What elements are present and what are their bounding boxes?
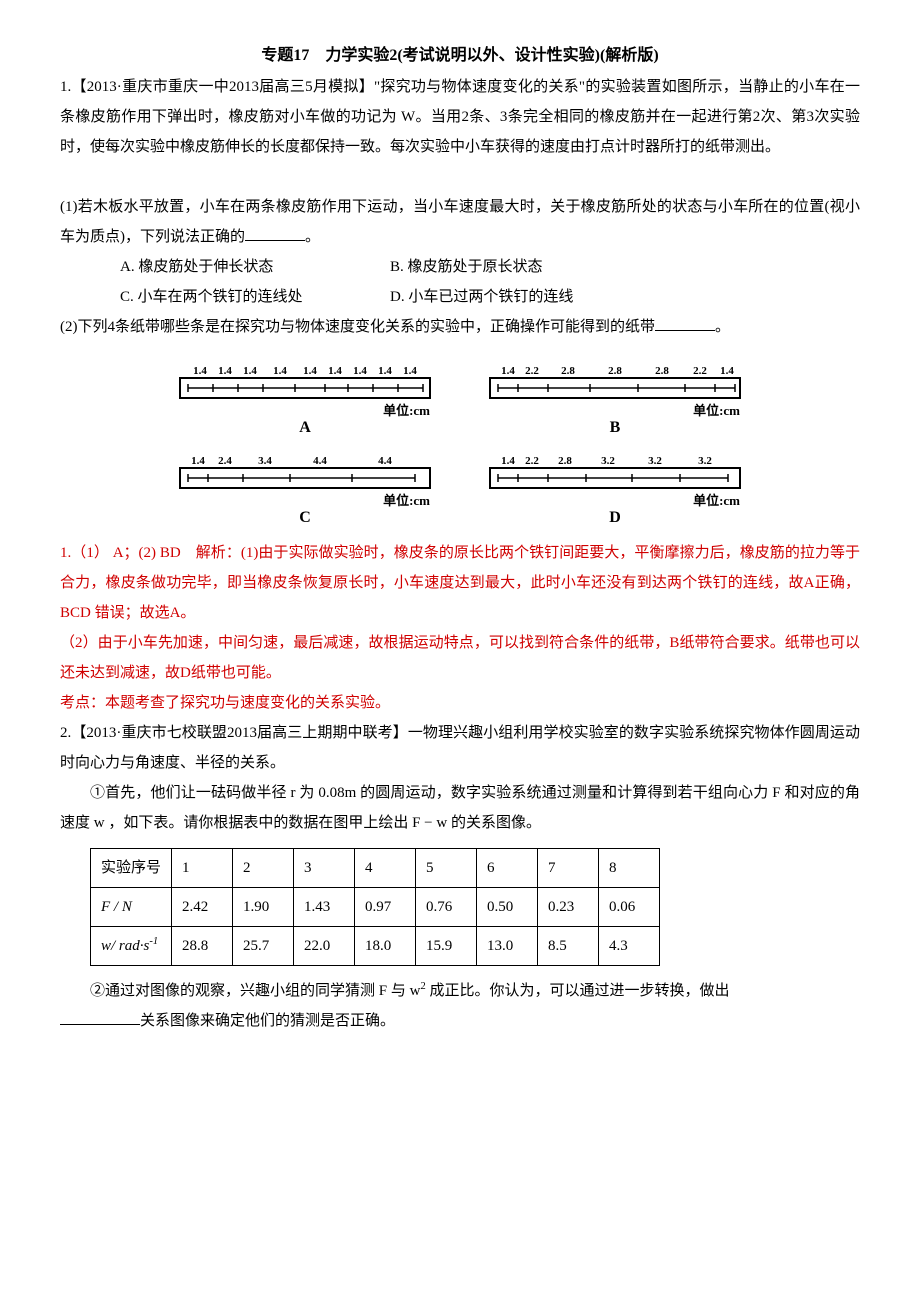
table-row-header: 实验序号 1 2 3 4 5 6 7 8 — [91, 849, 660, 888]
svg-text:1.4: 1.4 — [193, 365, 207, 377]
th-4: 4 — [355, 849, 416, 888]
svg-text:3.2: 3.2 — [648, 455, 662, 467]
svg-text:A: A — [299, 419, 311, 436]
q1-sub1-text: (1)若木板水平放置，小车在两条橡皮筋作用下运动，当小车速度最大时，关于橡皮筋所… — [60, 199, 860, 245]
f-3: 1.43 — [294, 888, 355, 927]
svg-text:1.4: 1.4 — [501, 455, 515, 467]
kaodian-text: 本题考查了探究功与速度变化的关系实验。 — [105, 695, 390, 711]
w-8: 4.3 — [599, 927, 660, 966]
svg-text:1.4: 1.4 — [403, 365, 417, 377]
svg-text:2.4: 2.4 — [218, 455, 232, 467]
q1-sub2: (2)下列4条纸带哪些条是在探究功与物体速度变化关系的实验中，正确操作可能得到的… — [60, 312, 860, 342]
q1-kaodian: 考点：本题考查了探究功与速度变化的关系实验。 — [60, 688, 860, 718]
th-1: 1 — [172, 849, 233, 888]
f-4: 0.97 — [355, 888, 416, 927]
th-8: 8 — [599, 849, 660, 888]
w-4: 18.0 — [355, 927, 416, 966]
svg-text:3.2: 3.2 — [698, 455, 712, 467]
f-5: 0.76 — [416, 888, 477, 927]
w-6: 13.0 — [477, 927, 538, 966]
svg-text:1.4: 1.4 — [720, 365, 734, 377]
row-f-label: F / N — [91, 888, 172, 927]
svg-text:2.8: 2.8 — [608, 365, 622, 377]
svg-text:1.4: 1.4 — [218, 365, 232, 377]
svg-text:B: B — [610, 419, 621, 436]
svg-text:2.2: 2.2 — [525, 455, 539, 467]
q1-stem: 1.【2013·重庆市重庆一中2013届高三5月模拟】"探究功与物体速度变化的关… — [60, 72, 860, 162]
q2-p2c: 关系图像来确定他们的猜测是否正确。 — [140, 1013, 395, 1029]
svg-text:1.4: 1.4 — [191, 455, 205, 467]
blank-3 — [60, 1009, 140, 1025]
opt-a: A. 橡皮筋处于伸长状态 — [120, 252, 390, 282]
data-table: 实验序号 1 2 3 4 5 6 7 8 F / N 2.42 1.90 1.4… — [90, 848, 660, 966]
q2-p2b: 成正比。你认为，可以通过进一步转换，做出 — [426, 983, 730, 999]
table-row-f: F / N 2.42 1.90 1.43 0.97 0.76 0.50 0.23… — [91, 888, 660, 927]
opt-b: B. 橡皮筋处于原长状态 — [390, 252, 543, 282]
f-8: 0.06 — [599, 888, 660, 927]
svg-text:2.8: 2.8 — [655, 365, 669, 377]
svg-text:1.4: 1.4 — [243, 365, 257, 377]
q1-sub2-text: (2)下列4条纸带哪些条是在探究功与物体速度变化关系的实验中，正确操作可能得到的… — [60, 319, 655, 335]
svg-text:单位:cm: 单位:cm — [693, 403, 740, 418]
opt-d: D. 小车已过两个铁钉的连线 — [390, 282, 573, 312]
w-7: 8.5 — [538, 927, 599, 966]
svg-text:3.2: 3.2 — [601, 455, 615, 467]
q2-p1-text: ①首先，他们让一砝码做半径 r 为 0.08m 的圆周运动，数字实验系统通过测量… — [60, 785, 860, 831]
th-7: 7 — [538, 849, 599, 888]
th-2: 2 — [233, 849, 294, 888]
q2-p2: ②通过对图像的观察，兴趣小组的同学猜测 F 与 w2 成正比。你认为，可以通过进… — [60, 976, 860, 1036]
q1-sub1: (1)若木板水平放置，小车在两条橡皮筋作用下运动，当小车速度最大时，关于橡皮筋所… — [60, 192, 860, 252]
f-1: 2.42 — [172, 888, 233, 927]
th-6: 6 — [477, 849, 538, 888]
svg-text:1.4: 1.4 — [273, 365, 287, 377]
q1-answer-2: （2）由于小车先加速，中间匀速，最后减速，故根据运动特点，可以找到符合条件的纸带… — [60, 628, 860, 688]
q2-p2a: ②通过对图像的观察，兴趣小组的同学猜测 F 与 w — [90, 983, 420, 999]
f-7: 0.23 — [538, 888, 599, 927]
svg-text:2.2: 2.2 — [525, 365, 539, 377]
w-5: 15.9 — [416, 927, 477, 966]
svg-text:单位:cm: 单位:cm — [383, 403, 430, 418]
f-2: 1.90 — [233, 888, 294, 927]
svg-text:1.4: 1.4 — [328, 365, 342, 377]
svg-text:1.4: 1.4 — [353, 365, 367, 377]
tape-diagrams: 1.4 1.4 1.4 1.4 1.4 1.4 1.4 1.4 1.4 单位:cm A 1.… — [60, 350, 860, 530]
table-row-w: w/ rad·s-1 28.8 25.7 22.0 18.0 15.9 13.0… — [91, 927, 660, 966]
kaodian-label: 考点： — [60, 695, 105, 711]
q2-stem: 2.【2013·重庆市七校联盟2013届高三上期期中联考】一物理兴趣小组利用学校… — [60, 718, 860, 778]
svg-text:1.4: 1.4 — [501, 365, 515, 377]
svg-text:2.2: 2.2 — [693, 365, 707, 377]
svg-text:单位:cm: 单位:cm — [693, 493, 740, 508]
opt-c: C. 小车在两个铁钉的连线处 — [120, 282, 390, 312]
q1-options: A. 橡皮筋处于伸长状态 B. 橡皮筋处于原长状态 C. 小车在两个铁钉的连线处… — [120, 252, 860, 312]
th-5: 5 — [416, 849, 477, 888]
w-3: 22.0 — [294, 927, 355, 966]
th-0: 实验序号 — [91, 849, 172, 888]
w-2: 25.7 — [233, 927, 294, 966]
svg-text:4.4: 4.4 — [313, 455, 327, 467]
svg-text:4.4: 4.4 — [378, 455, 392, 467]
svg-text:1.4: 1.4 — [378, 365, 392, 377]
row-w-label: w/ rad·s-1 — [91, 927, 172, 966]
q1-answer-1: 1.（1） A；(2) BD 解析：(1)由于实际做实验时，橡皮条的原长比两个铁… — [60, 538, 860, 628]
blank-2 — [655, 315, 715, 331]
q2-p1: ①首先，他们让一砝码做半径 r 为 0.08m 的圆周运动，数字实验系统通过测量… — [60, 778, 860, 838]
th-3: 3 — [294, 849, 355, 888]
svg-text:3.4: 3.4 — [258, 455, 272, 467]
w-1: 28.8 — [172, 927, 233, 966]
svg-text:C: C — [299, 509, 311, 526]
svg-text:D: D — [609, 509, 621, 526]
svg-text:2.8: 2.8 — [561, 365, 575, 377]
blank-1 — [245, 225, 305, 241]
svg-text:单位:cm: 单位:cm — [383, 493, 430, 508]
f-6: 0.50 — [477, 888, 538, 927]
page-title: 专题17 力学实验2(考试说明以外、设计性实验)(解析版) — [60, 40, 860, 72]
svg-text:1.4: 1.4 — [303, 365, 317, 377]
svg-text:2.8: 2.8 — [558, 455, 572, 467]
